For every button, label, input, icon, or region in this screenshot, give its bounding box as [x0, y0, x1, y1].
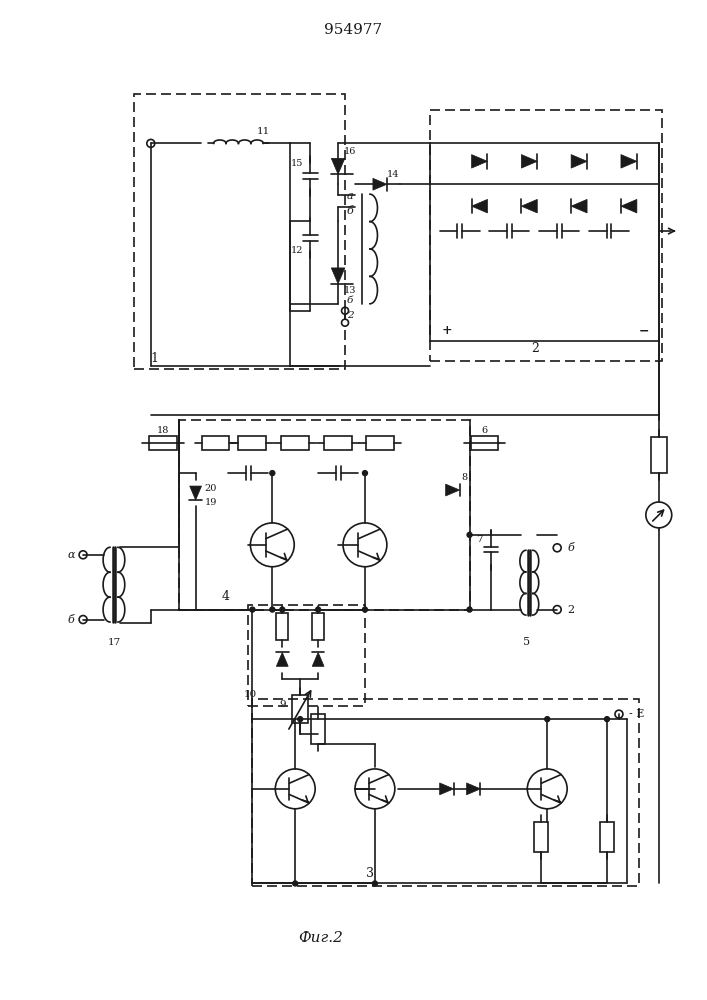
Text: 6: 6 — [481, 426, 488, 435]
Bar — [534, 822, 548, 852]
Bar — [201, 436, 230, 450]
Polygon shape — [467, 783, 481, 795]
Text: Фиг.2: Фиг.2 — [298, 931, 343, 945]
Text: 19: 19 — [204, 498, 217, 507]
Bar — [292, 695, 308, 723]
Circle shape — [604, 717, 609, 722]
Bar — [276, 613, 288, 640]
Text: 18: 18 — [156, 426, 169, 435]
Bar — [600, 822, 614, 852]
Text: 2: 2 — [568, 605, 575, 615]
Bar — [312, 613, 324, 640]
Text: 14: 14 — [387, 170, 399, 179]
Circle shape — [147, 139, 155, 147]
Circle shape — [467, 607, 472, 612]
Text: б: б — [68, 615, 74, 625]
Text: α: α — [67, 550, 75, 560]
Polygon shape — [571, 199, 587, 213]
Polygon shape — [621, 155, 637, 168]
Circle shape — [250, 607, 255, 612]
Text: 15: 15 — [291, 159, 303, 168]
Circle shape — [545, 717, 550, 722]
Circle shape — [527, 769, 567, 809]
Text: 9: 9 — [279, 700, 286, 709]
Circle shape — [646, 502, 672, 528]
Text: б: б — [568, 543, 575, 553]
Polygon shape — [332, 158, 345, 174]
Polygon shape — [440, 783, 454, 795]
Circle shape — [315, 607, 321, 612]
Circle shape — [250, 523, 294, 567]
Bar — [430, 110, 662, 361]
Bar — [471, 436, 498, 450]
Circle shape — [553, 606, 561, 614]
Polygon shape — [312, 652, 324, 666]
Bar — [252, 699, 639, 886]
Bar — [281, 436, 309, 450]
Text: 10: 10 — [244, 690, 257, 699]
Circle shape — [270, 607, 275, 612]
Polygon shape — [521, 155, 537, 168]
Text: 5: 5 — [522, 637, 530, 647]
Bar — [651, 437, 667, 473]
Text: 20: 20 — [204, 484, 217, 493]
Polygon shape — [332, 268, 345, 284]
Text: +: + — [441, 324, 452, 337]
Polygon shape — [571, 155, 587, 168]
Bar — [134, 94, 345, 369]
Polygon shape — [472, 199, 487, 213]
Circle shape — [293, 881, 298, 886]
Text: 8: 8 — [462, 473, 467, 482]
Text: 17: 17 — [107, 638, 121, 647]
Polygon shape — [189, 486, 201, 500]
Text: 1: 1 — [151, 352, 159, 365]
Circle shape — [363, 471, 368, 476]
Bar — [179, 420, 469, 610]
Polygon shape — [472, 155, 487, 168]
Text: б: б — [347, 296, 354, 305]
Circle shape — [79, 551, 87, 559]
Text: 2: 2 — [346, 311, 354, 320]
Text: 4: 4 — [221, 590, 230, 603]
Circle shape — [298, 717, 303, 722]
Circle shape — [275, 769, 315, 809]
Circle shape — [467, 532, 472, 537]
Circle shape — [553, 544, 561, 552]
Text: 2: 2 — [532, 342, 539, 355]
Bar — [324, 436, 352, 450]
Text: а: а — [346, 191, 354, 201]
Circle shape — [343, 523, 387, 567]
Circle shape — [341, 307, 349, 314]
Circle shape — [615, 710, 623, 718]
Text: б: б — [346, 206, 354, 216]
Text: - E: - E — [629, 709, 645, 719]
Circle shape — [373, 881, 378, 886]
Polygon shape — [276, 652, 288, 666]
Circle shape — [355, 769, 395, 809]
Bar — [248, 605, 365, 706]
Bar — [238, 436, 267, 450]
Text: 13: 13 — [344, 286, 356, 295]
Text: 954977: 954977 — [324, 23, 382, 37]
Polygon shape — [373, 178, 387, 190]
Text: 3: 3 — [366, 867, 374, 880]
Circle shape — [341, 319, 349, 326]
Circle shape — [363, 607, 368, 612]
Circle shape — [270, 471, 275, 476]
Circle shape — [79, 616, 87, 624]
Polygon shape — [445, 484, 460, 496]
Text: 12: 12 — [291, 246, 303, 255]
Bar — [148, 436, 177, 450]
Text: 7: 7 — [477, 535, 483, 544]
Polygon shape — [521, 199, 537, 213]
Circle shape — [280, 607, 285, 612]
Text: 16: 16 — [344, 147, 356, 156]
Text: 11: 11 — [257, 127, 270, 136]
Bar — [311, 714, 325, 744]
Bar — [366, 436, 394, 450]
Polygon shape — [621, 199, 637, 213]
Text: −: − — [638, 324, 649, 337]
